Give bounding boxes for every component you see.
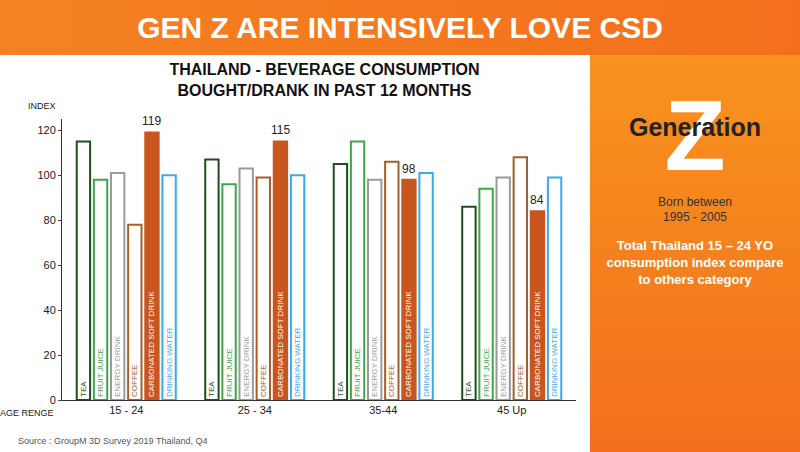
svg-text:80: 80 bbox=[44, 214, 56, 226]
svg-text:THAILAND - BEVERAGE CONSUMPTIO: THAILAND - BEVERAGE CONSUMPTIONBOUGHT/DR… bbox=[169, 61, 479, 99]
svg-text:20: 20 bbox=[44, 349, 56, 361]
svg-text:CARBONATED SOFT DRINK: CARBONATED SOFT DRINK bbox=[404, 291, 413, 397]
svg-text:COFFEE: COFFEE bbox=[387, 365, 396, 397]
svg-text:15 - 24: 15 - 24 bbox=[109, 404, 143, 416]
svg-text:DRINKING WATER: DRINKING WATER bbox=[550, 327, 559, 397]
svg-text:100: 100 bbox=[37, 169, 55, 181]
svg-text:25 - 34: 25 - 34 bbox=[238, 404, 272, 416]
svg-text:FRUIT JUICE: FRUIT JUICE bbox=[225, 348, 234, 397]
svg-text:CARBONATED SOFT DRINK: CARBONATED SOFT DRINK bbox=[147, 291, 156, 397]
svg-text:FRUIT JUICE: FRUIT JUICE bbox=[353, 348, 362, 397]
html-text:Z: Z bbox=[664, 79, 726, 191]
svg-text:35-44: 35-44 bbox=[369, 404, 397, 416]
svg-text:COFFEE: COFFEE bbox=[259, 365, 268, 397]
html-text:GEN Z ARE INTENSIVELY LOVE CSD: GEN Z ARE INTENSIVELY LOVE CSD bbox=[137, 11, 663, 44]
svg-text:DRINKING WATER: DRINKING WATER bbox=[165, 327, 174, 397]
svg-text:FRUIT JUICE: FRUIT JUICE bbox=[482, 348, 491, 397]
svg-text:DRINKING WATER: DRINKING WATER bbox=[293, 327, 302, 397]
svg-text:TEA: TEA bbox=[79, 381, 88, 397]
svg-text:84: 84 bbox=[530, 193, 544, 207]
svg-text:COFFEE: COFFEE bbox=[516, 365, 525, 397]
svg-text:TEA: TEA bbox=[464, 381, 473, 397]
svg-text:ENERGY DRINK: ENERGY DRINK bbox=[113, 336, 122, 397]
svg-text:INDEX: INDEX bbox=[28, 101, 56, 111]
svg-text:Source : GroupM 3D Survey 2019: Source : GroupM 3D Survey 2019 Thailand,… bbox=[18, 436, 207, 446]
svg-text:TEA: TEA bbox=[336, 381, 345, 397]
svg-text:CARBONATED SOFT DRINK: CARBONATED SOFT DRINK bbox=[276, 291, 285, 397]
html-text:Generation: Generation bbox=[629, 113, 761, 141]
svg-text:TEA: TEA bbox=[207, 381, 216, 397]
svg-text:ENERGY DRINK: ENERGY DRINK bbox=[242, 336, 251, 397]
svg-text:40: 40 bbox=[44, 304, 56, 316]
svg-text:DRINKING WATER: DRINKING WATER bbox=[422, 327, 431, 397]
svg-text:98: 98 bbox=[402, 162, 416, 176]
html-text:Born between: Born between bbox=[658, 195, 732, 209]
svg-text:CARBONATED SOFT DRINK: CARBONATED SOFT DRINK bbox=[533, 291, 542, 397]
svg-text:ENERGY DRINK: ENERGY DRINK bbox=[370, 336, 379, 397]
svg-text:AGE RENGE: AGE RENGE bbox=[0, 408, 54, 418]
svg-text:45 Up: 45 Up bbox=[497, 404, 526, 416]
svg-text:0: 0 bbox=[50, 394, 56, 406]
svg-text:120: 120 bbox=[37, 124, 55, 136]
svg-text:115: 115 bbox=[271, 123, 290, 137]
svg-text:ENERGY DRINK: ENERGY DRINK bbox=[499, 336, 508, 397]
html-text:Total Thailand 15 – 24 YO cons: Total Thailand 15 – 24 YO consumption in… bbox=[606, 238, 784, 287]
html-text:1995 - 2005: 1995 - 2005 bbox=[663, 210, 727, 224]
svg-text:COFFEE: COFFEE bbox=[130, 365, 139, 397]
svg-text:60: 60 bbox=[44, 259, 56, 271]
svg-text:FRUIT JUICE: FRUIT JUICE bbox=[96, 348, 105, 397]
svg-text:119: 119 bbox=[142, 114, 161, 128]
